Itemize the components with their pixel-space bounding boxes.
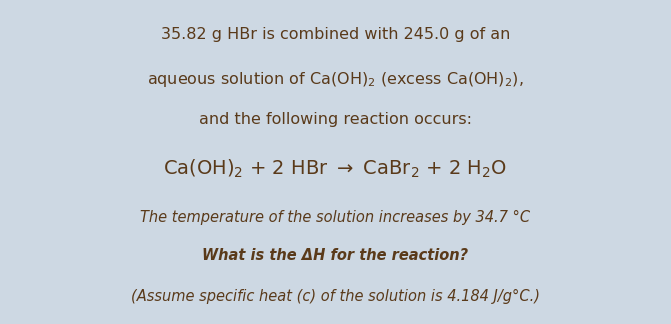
- Text: What is the ΔH for the reaction?: What is the ΔH for the reaction?: [203, 249, 468, 263]
- Text: aqueous solution of Ca(OH)$_2$ (excess Ca(OH)$_2$),: aqueous solution of Ca(OH)$_2$ (excess C…: [147, 70, 524, 89]
- Text: Ca(OH)$_2$ + 2 HBr $\rightarrow$ CaBr$_2$ + 2 H$_2$O: Ca(OH)$_2$ + 2 HBr $\rightarrow$ CaBr$_2…: [164, 157, 507, 179]
- Text: and the following reaction occurs:: and the following reaction occurs:: [199, 112, 472, 127]
- Text: (Assume specific heat (c) of the solution is 4.184 J/g°C.): (Assume specific heat (c) of the solutio…: [131, 289, 540, 304]
- Text: 35.82 g HBr is combined with 245.0 g of an: 35.82 g HBr is combined with 245.0 g of …: [161, 27, 510, 41]
- Text: The temperature of the solution increases by 34.7 °C: The temperature of the solution increase…: [140, 210, 531, 225]
